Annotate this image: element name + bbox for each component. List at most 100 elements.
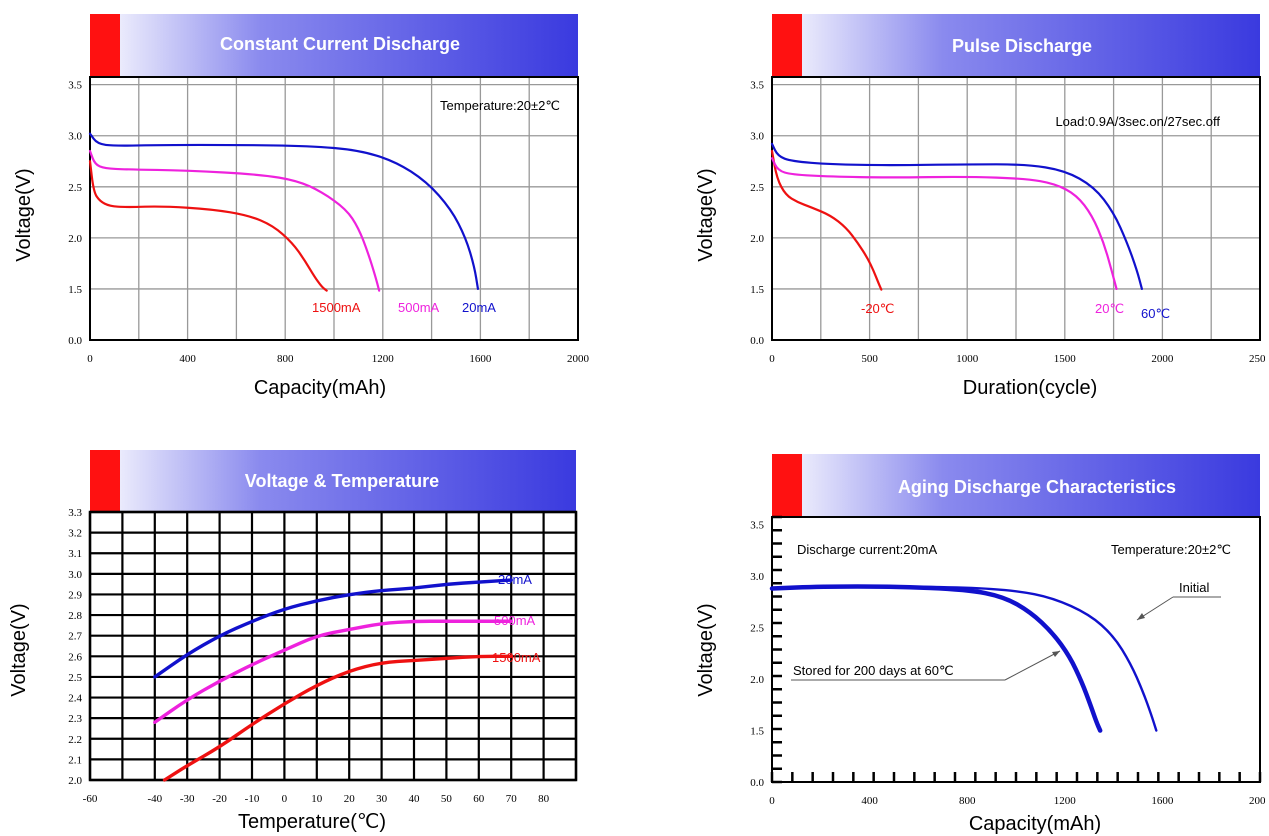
x-tick-label: 0 (282, 793, 288, 805)
chart-aging-discharge: Aging Discharge Characteristics 0 400 800 1… (665, 440, 1265, 836)
y-tick-label: 2.5 (750, 182, 764, 194)
y-tick-label: 1.5 (750, 284, 764, 296)
y-tick-label: 1.5 (68, 284, 82, 296)
annotation-temperature: Temperature:20±2℃ (1111, 542, 1231, 557)
annotation-discharge-current: Discharge current:20mA (797, 542, 937, 557)
y-tick-label: 2.5 (68, 182, 82, 194)
series-line-20ma (153, 578, 513, 679)
series-label-1500mA: 1500mA (312, 300, 361, 315)
x-tick-label: 0 (769, 795, 775, 807)
x-axis-label: Capacity(mAh) (254, 377, 386, 399)
series-label-20mA: 20mA (498, 572, 532, 587)
chart-constant-current-discharge: Constant Current Discharge 0 400 800 1200 16… (0, 0, 600, 410)
y-tick-label: 2.1 (68, 754, 82, 766)
x-tick-label: 10 (311, 793, 323, 805)
y-tick-label: 2.5 (68, 672, 82, 684)
x-tick-label: 40 (409, 793, 421, 805)
accent-block (90, 450, 120, 512)
series-line-stored-for-200-days-at-60- (769, 584, 1103, 733)
plot-area: 0 400 800 1200 1600 2000 0.0 1.5 2.0 2.5 3.0 3.5 (750, 515, 1265, 807)
series-line-500ma (88, 149, 381, 292)
x-tick-label: 1600 (469, 353, 492, 365)
accent-block (90, 14, 120, 76)
x-tick-label: 1600 (1151, 795, 1174, 807)
y-tick-label: 3.0 (750, 571, 764, 583)
y-axis-label: Voltage(V) (695, 168, 717, 261)
plot-frame (88, 510, 578, 782)
x-tick-label: -20 (212, 793, 227, 805)
series-line-20ma (88, 132, 480, 291)
x-tick-label: 400 (861, 795, 878, 807)
title-banner (772, 454, 1260, 516)
chart-title: Pulse Discharge (952, 36, 1092, 56)
y-axis-label: Voltage(V) (13, 168, 35, 261)
x-tick-label: 800 (277, 353, 294, 365)
series-label-minus20C: -20℃ (861, 301, 894, 316)
x-tick-label: 400 (179, 353, 196, 365)
series-line-20- (770, 157, 1118, 291)
x-tick-label: 30 (376, 793, 388, 805)
y-tick-label: 2.0 (68, 233, 82, 245)
y-tick-label: 3.5 (750, 80, 764, 92)
y-tick-label: 3.0 (68, 569, 82, 581)
x-tick-label: 20 (344, 793, 356, 805)
x-tick-label: -40 (147, 793, 162, 805)
annotation: Temperature:20±2℃ (440, 98, 560, 113)
y-tick-label: 0.0 (750, 777, 764, 789)
callout-arrow-stored (1004, 650, 1061, 681)
x-tick-label: 60 (473, 793, 485, 805)
y-tick-label: 3.5 (68, 80, 82, 92)
title-banner (90, 450, 576, 512)
accent-block (772, 14, 802, 76)
series-line-500ma (153, 619, 513, 724)
y-tick-label: 2.5 (750, 623, 764, 635)
x-tick-label: 70 (506, 793, 518, 805)
x-tick-label: -60 (83, 793, 98, 805)
chart-title: Aging Discharge Characteristics (898, 477, 1176, 497)
x-tick-label: 80 (538, 793, 550, 805)
y-tick-label: 0.0 (68, 335, 82, 347)
x-tick-label: 0 (769, 353, 775, 365)
x-tick-label: 1200 (1054, 795, 1077, 807)
x-tick-label: 2000 (567, 353, 590, 365)
y-axis-label: Voltage(V) (695, 603, 717, 696)
x-axis-label: Temperature(℃) (238, 811, 386, 833)
y-tick-label: 2.6 (68, 651, 82, 663)
y-tick-label: 3.5 (750, 520, 764, 532)
x-tick-label: 1500 (1054, 353, 1077, 365)
y-tick-label: 2.3 (68, 713, 82, 725)
accent-block (772, 454, 802, 516)
series-label-20C: 20℃ (1095, 301, 1124, 316)
series-label-20mA: 20mA (462, 300, 496, 315)
chart3-svg: Voltage & Temperature -60 -40 -30 -20 -10 0 10… (8, 450, 578, 833)
annotation: Load:0.9A/3sec.on/27sec.off (1055, 114, 1220, 129)
y-tick-label: 2.0 (68, 775, 82, 787)
series-line-60- (770, 142, 1144, 291)
series-label-60C: 60℃ (1141, 306, 1170, 321)
y-tick-label: 3.3 (68, 507, 82, 519)
y-tick-label: 2.0 (750, 674, 764, 686)
title-banner (90, 14, 578, 76)
x-tick-label: -10 (245, 793, 260, 805)
y-tick-label: 2.0 (750, 233, 764, 245)
plot-area: 0 400 800 1200 1600 2000 0.0 1.5 2.0 2.5 3.0 3.5 (68, 76, 590, 365)
y-tick-label: 2.9 (68, 589, 82, 601)
series-label-1500mA: 1500mA (492, 650, 541, 665)
x-tick-label: 0 (87, 353, 93, 365)
series-label-500mA: 500mA (494, 613, 536, 628)
y-tick-label: 2.4 (68, 693, 82, 705)
title-banner (772, 14, 1260, 76)
x-tick-label: 50 (441, 793, 453, 805)
series-line-1500ma (162, 654, 513, 782)
y-tick-label: 3.0 (68, 131, 82, 143)
series-label-initial: Initial (1179, 580, 1209, 595)
series-line-initial (770, 585, 1158, 732)
plot-frame (89, 76, 579, 341)
y-tick-label: 2.8 (68, 610, 82, 622)
chart1-svg: Constant Current Discharge 0 400 800 1200 16… (13, 14, 590, 399)
series-label-500mA: 500mA (398, 300, 440, 315)
x-axis-label: Duration(cycle) (963, 377, 1097, 399)
series-line--20- (770, 149, 883, 291)
